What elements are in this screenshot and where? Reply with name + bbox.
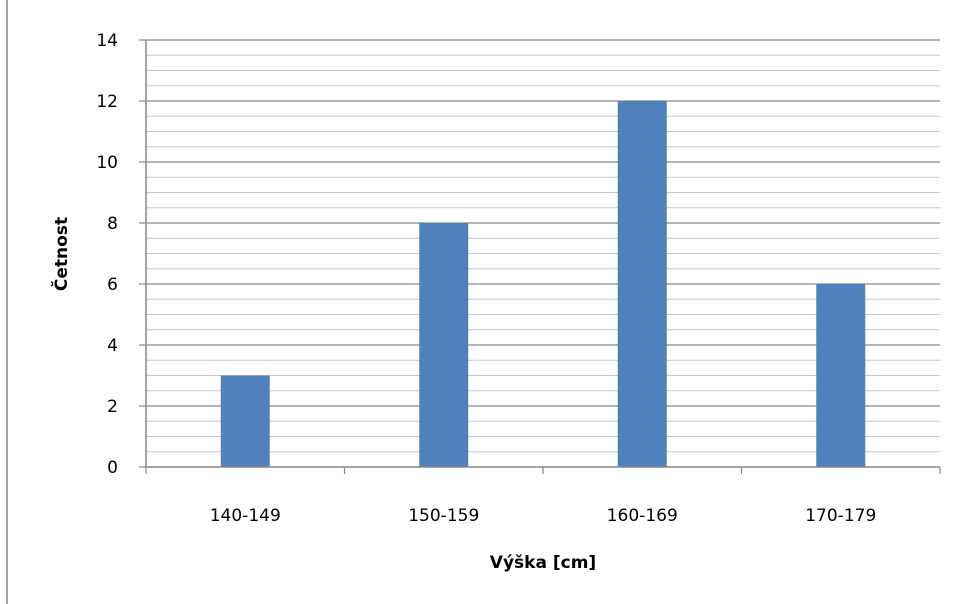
- y-tick-label: 4: [107, 336, 118, 356]
- y-tick-label: 10: [96, 153, 118, 173]
- y-tick-label: 0: [107, 458, 118, 478]
- bars: [220, 101, 866, 467]
- y-tick-label: 2: [107, 397, 118, 417]
- y-axis-title: Četnost: [50, 217, 72, 291]
- bar: [419, 223, 469, 467]
- bar: [617, 101, 667, 467]
- x-tick-label: 140-149: [210, 506, 281, 526]
- y-axis: 0 2 4 6 8 10 12 14: [96, 31, 147, 478]
- x-tick-label: 170-179: [805, 506, 876, 526]
- x-axis: 140-149 150-159 160-169 170-179: [145, 466, 941, 526]
- x-axis-title: Výška [cm]: [490, 553, 596, 573]
- bar: [220, 375, 270, 467]
- x-tick-label: 160-169: [607, 506, 678, 526]
- x-tick-label: 150-159: [408, 506, 479, 526]
- y-tick-label: 12: [96, 92, 118, 112]
- y-tick-label: 14: [96, 31, 118, 51]
- y-tick-label: 8: [107, 214, 118, 234]
- minor-gridlines: [146, 54, 940, 453]
- major-gridlines: [146, 39, 940, 407]
- y-tick-label: 6: [107, 275, 118, 295]
- bar: [816, 284, 866, 467]
